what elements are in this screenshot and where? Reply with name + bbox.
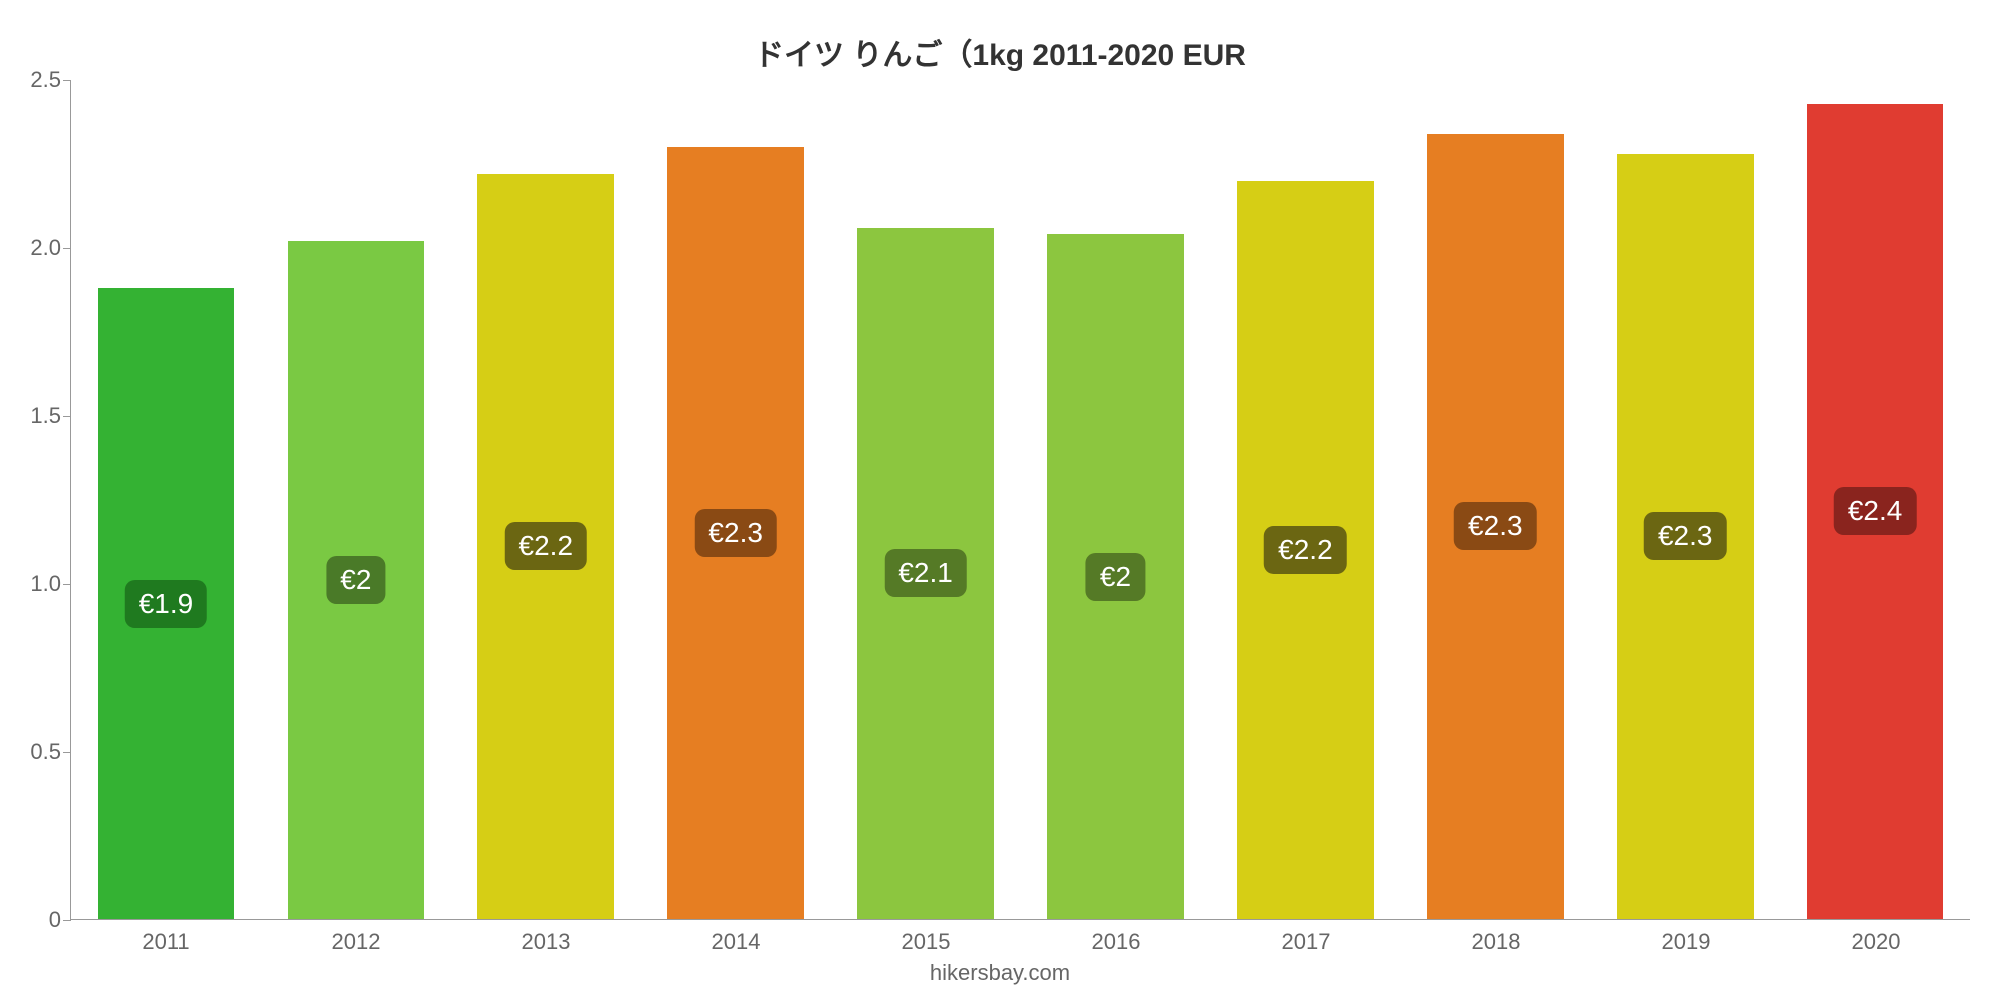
y-tick-mark [63, 752, 71, 753]
bar-value-badge: €2.1 [884, 549, 967, 597]
x-tick-label: 2011 [142, 919, 189, 955]
bar: €2.3 [1427, 134, 1564, 919]
bar-slot: €2.2 [1210, 80, 1400, 919]
bar-slot: €2.3 [1400, 80, 1590, 919]
y-tick-mark [63, 584, 71, 585]
x-tick-label: 2013 [522, 919, 571, 955]
bar-value-badge: €2.4 [1834, 487, 1917, 535]
bar: €2.2 [1237, 181, 1374, 919]
y-tick-mark [63, 80, 71, 81]
bar: €2.1 [857, 228, 994, 919]
bar: €2.3 [1617, 154, 1754, 919]
bar-slot: €2.3 [1590, 80, 1780, 919]
x-tick-label: 2017 [1282, 919, 1331, 955]
y-tick-mark [63, 248, 71, 249]
bar: €2.4 [1807, 104, 1944, 920]
bar-slot: €1.9 [71, 80, 261, 919]
bar-value-badge: €2.2 [1264, 526, 1347, 574]
bar-slot: €2.4 [1780, 80, 1970, 919]
bar-slot: €2 [261, 80, 451, 919]
bars-group: €1.9 €2 €2.2 €2.3 €2.1 €2 €2.2 €2.3 €2.3 €2.4 [71, 80, 1970, 919]
y-tick-mark [63, 920, 71, 921]
x-tick-label: 2019 [1662, 919, 1711, 955]
chart-title: ドイツ りんご（1kg 2011-2020 EUR [0, 30, 2000, 74]
y-tick-mark [63, 416, 71, 417]
bar-slot: €2.2 [451, 80, 641, 919]
bar-value-badge: €1.9 [125, 580, 208, 628]
bar-value-badge: €2.3 [1644, 512, 1727, 560]
x-tick-label: 2016 [1092, 919, 1141, 955]
x-tick-label: 2014 [712, 919, 761, 955]
chart-container: ドイツ りんご（1kg 2011-2020 EUR €1.9 €2 €2.2 €2.3… [0, 0, 2000, 1000]
bar-slot: €2.3 [641, 80, 831, 919]
attribution-text: hikersbay.com [930, 960, 1070, 986]
bar-value-badge: €2.3 [694, 509, 777, 557]
x-tick-label: 2015 [902, 919, 951, 955]
bar-slot: €2 [1021, 80, 1211, 919]
bar-value-badge: €2.2 [505, 522, 588, 570]
x-tick-label: 2012 [332, 919, 381, 955]
bar: €2 [1047, 234, 1184, 919]
x-tick-label: 2018 [1472, 919, 1521, 955]
bar: €1.9 [98, 288, 235, 919]
bar: €2.3 [667, 147, 804, 919]
bar: €2 [288, 241, 425, 919]
bar-value-badge: €2 [326, 556, 385, 604]
bar: €2.2 [477, 174, 614, 919]
bar-value-badge: €2 [1086, 553, 1145, 601]
plot-area: €1.9€2€2.2€2.3€2.1€2€2.2€2.3€2.3€2.4 00.… [70, 80, 1970, 920]
bar-slot: €2.1 [831, 80, 1021, 919]
x-tick-label: 2020 [1852, 919, 1901, 955]
bar-value-badge: €2.3 [1454, 502, 1537, 550]
